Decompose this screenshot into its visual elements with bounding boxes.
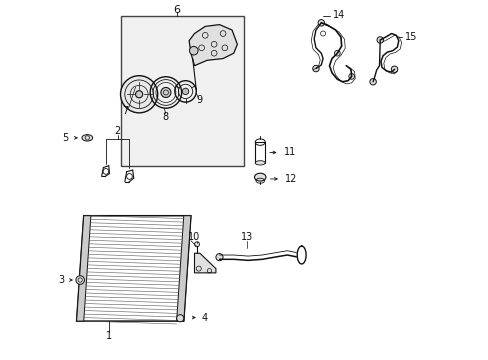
Circle shape: [121, 76, 157, 113]
Text: 14: 14: [332, 10, 345, 20]
Circle shape: [334, 50, 340, 56]
Text: 1: 1: [105, 331, 112, 341]
Polygon shape: [189, 24, 237, 66]
Text: 5: 5: [62, 133, 69, 143]
Circle shape: [390, 66, 397, 72]
Text: 9: 9: [196, 95, 203, 105]
Text: 13: 13: [241, 232, 253, 242]
Bar: [121, 16, 244, 166]
Circle shape: [182, 88, 188, 95]
Circle shape: [76, 276, 84, 284]
Text: 8: 8: [163, 112, 169, 122]
Text: 15: 15: [405, 32, 417, 42]
Circle shape: [317, 19, 324, 26]
Polygon shape: [194, 253, 216, 273]
Text: 12: 12: [285, 174, 297, 184]
Text: 7: 7: [122, 107, 128, 116]
Circle shape: [369, 78, 376, 85]
Circle shape: [135, 91, 142, 98]
Ellipse shape: [82, 135, 93, 141]
Text: 10: 10: [188, 232, 200, 242]
Circle shape: [176, 315, 183, 322]
Circle shape: [312, 65, 319, 72]
Bar: [255, 142, 264, 163]
Circle shape: [189, 46, 198, 55]
Circle shape: [216, 253, 223, 261]
Polygon shape: [176, 216, 190, 321]
Circle shape: [348, 73, 354, 79]
Text: 11: 11: [283, 148, 295, 157]
Text: 2: 2: [114, 126, 121, 136]
Circle shape: [161, 87, 171, 98]
Text: 6: 6: [173, 5, 180, 15]
Ellipse shape: [255, 161, 264, 165]
Text: 3: 3: [58, 275, 64, 285]
Circle shape: [376, 37, 383, 43]
Circle shape: [194, 242, 199, 247]
Ellipse shape: [254, 173, 265, 181]
Text: 4: 4: [201, 312, 207, 323]
Polygon shape: [77, 216, 91, 321]
